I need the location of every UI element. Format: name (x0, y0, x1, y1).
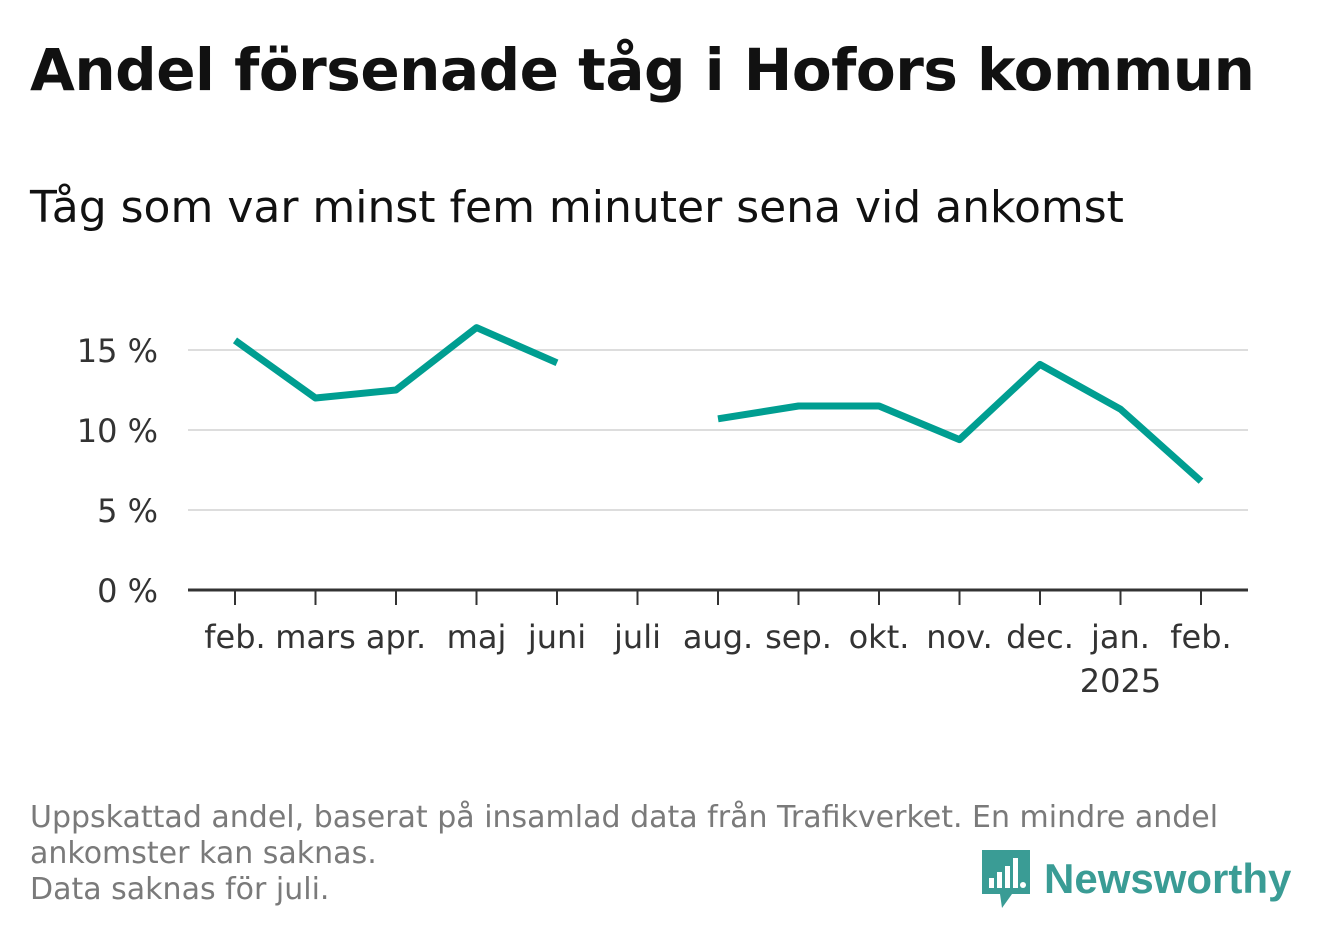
x-tick-label: apr. (366, 618, 426, 656)
x-tick-label: sep. (765, 618, 832, 656)
x-tick-label: juni (527, 618, 586, 656)
footnote-line-2: ankomster kan saknas. (30, 836, 377, 871)
y-tick-label: 15 % (77, 332, 158, 370)
x-tick-label: nov. (926, 618, 992, 656)
newsworthy-logo-icon (982, 850, 1030, 908)
line-chart: 0 % 5 % 10 % 15 % feb. mars apr. maj juni juli aug… (77, 324, 1248, 700)
x-tick-label: mars (275, 618, 356, 656)
footnote-line-1: Uppskattad andel, baserat på insamlad da… (30, 800, 1219, 835)
x-tick-label: maj (447, 618, 507, 656)
y-tick-label: 0 % (97, 572, 158, 610)
x-tick-label: feb. (1170, 618, 1231, 656)
y-tick-label: 10 % (77, 412, 158, 450)
brand-name: Newsworthy (1044, 855, 1292, 902)
y-tick-label: 5 % (97, 492, 158, 530)
x-tick-label: jan. (1090, 618, 1150, 656)
series-line (717, 360, 1204, 484)
x-tick-label: feb. (204, 618, 265, 656)
x-tick-label: aug. (683, 618, 753, 656)
x-tick-label: okt. (849, 618, 910, 656)
footnote-line-3: Data saknas för juli. (30, 872, 330, 907)
series-line (232, 324, 559, 402)
x-tick-label: juli (613, 618, 661, 656)
chart-title: Andel försenade tåg i Hofors kommun (30, 36, 1255, 104)
x-year-label: 2025 (1080, 662, 1161, 700)
x-tick-label: dec. (1006, 618, 1074, 656)
footnote: Uppskattad andel, baserat på insamlad da… (30, 800, 1218, 908)
brand-logo: Newsworthy (980, 848, 1291, 910)
chart-subtitle: Tåg som var minst fem minuter sena vid a… (30, 182, 1124, 233)
